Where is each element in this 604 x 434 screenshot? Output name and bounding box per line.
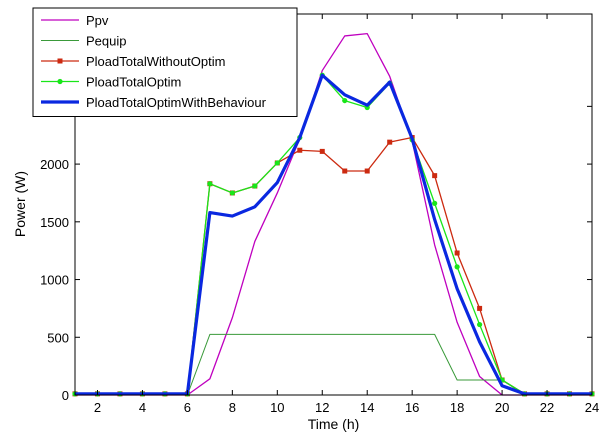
series-line: [75, 73, 592, 396]
data-point: [454, 264, 460, 270]
x-tick-label: 10: [270, 400, 284, 415]
y-tick-label: 2000: [40, 157, 69, 172]
data-point: [319, 148, 325, 154]
x-tick-label: 20: [495, 400, 509, 415]
legend-box: [32, 7, 298, 117]
x-tick-label: 24: [585, 400, 599, 415]
y-tick-label: 1500: [40, 215, 69, 230]
legend: Ppv Pequip PloadTotalWithoutOptim PloadTota…: [32, 7, 298, 117]
legend-marker: [57, 58, 63, 64]
series-PloadTotalOptimWithBehaviour: [75, 73, 592, 396]
legend-label: Pequip: [86, 34, 126, 49]
legend-marker: [57, 78, 63, 85]
data-point: [207, 181, 213, 187]
plot-frame: [74, 13, 593, 396]
x-axis-label: Time (h): [308, 416, 360, 432]
x-tick-label: 2: [94, 400, 101, 415]
data-point: [477, 305, 483, 311]
data-point: [477, 321, 483, 328]
y-tick-label: 1000: [40, 273, 69, 288]
legend-label: PloadTotalOptim: [86, 75, 181, 90]
legend-label: PloadTotalOptimWithBehaviour: [86, 95, 267, 110]
legend-entry: PloadTotalOptimWithBehaviour: [41, 95, 267, 110]
data-point: [342, 97, 348, 104]
legend-entry: PloadTotalOptim: [41, 75, 181, 90]
data-point: [364, 168, 370, 174]
x-tick-label: 6: [184, 400, 191, 415]
x-tick-label: 4: [139, 400, 146, 415]
data-point: [342, 168, 348, 174]
data-point: [432, 200, 438, 206]
y-axis-label: Power (W): [12, 171, 28, 237]
y-tick-label: 0: [62, 388, 69, 403]
legend-entry: Pequip: [41, 34, 126, 49]
data-point: [297, 147, 303, 153]
data-point: [274, 160, 280, 166]
x-tick-label: 18: [450, 400, 464, 415]
data-point: [252, 183, 258, 189]
legend-entry: Ppv: [41, 13, 109, 28]
x-tick-label: 14: [360, 400, 374, 415]
legend-label: Ppv: [86, 13, 109, 28]
x-tick-label: 16: [405, 400, 419, 415]
x-tick-label: 12: [315, 400, 329, 415]
x-tick-label: 8: [229, 400, 236, 415]
data-point: [454, 250, 460, 256]
data-point: [229, 190, 235, 196]
x-tick-label: 22: [540, 400, 554, 415]
legend-label: PloadTotalWithoutOptim: [86, 54, 225, 69]
data-point: [432, 173, 438, 179]
y-tick-label: 500: [47, 330, 69, 345]
data-point: [387, 139, 393, 145]
legend-entry: PloadTotalWithoutOptim: [41, 54, 225, 69]
